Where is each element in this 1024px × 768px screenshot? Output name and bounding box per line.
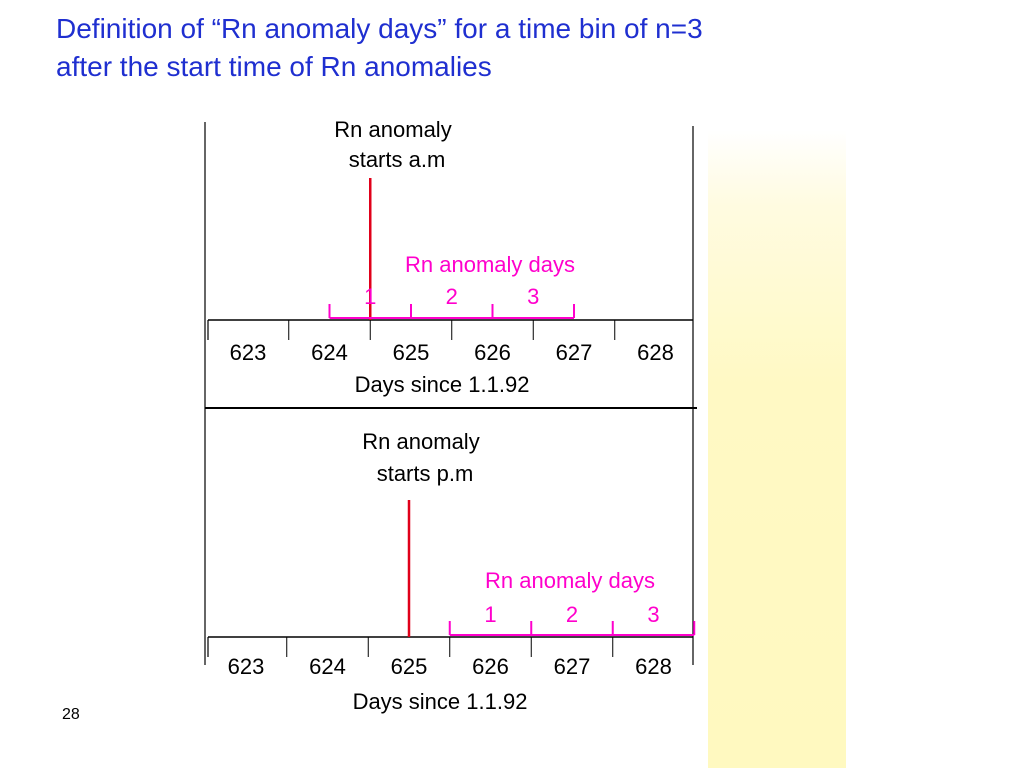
tick-label: 625 (393, 340, 430, 365)
anomaly-days-title: Rn anomaly days (485, 568, 655, 593)
slide-number: 28 (62, 706, 80, 723)
slide-title: Definition of “Rn anomaly days” for a ti… (56, 10, 956, 86)
panel-pm: Rn anomaly starts p.m Rn anomaly days Da… (207, 429, 696, 714)
anomaly-label-line-2: starts a.m (349, 147, 446, 172)
anomaly-day-number: 2 (566, 602, 578, 627)
panel-am: Rn anomaly starts a.m Rn anomaly days Da… (207, 117, 693, 397)
tick-label: 626 (474, 340, 511, 365)
anomaly-day-number: 3 (527, 284, 539, 309)
slide-title-line-1: Definition of “Rn anomaly days” for a ti… (56, 13, 703, 44)
anomaly-label-line-1: Rn anomaly (334, 117, 451, 142)
yellow-side-band (708, 130, 846, 768)
axis-title: Days since 1.1.92 (353, 689, 528, 714)
anomaly-label-line-2: starts p.m (377, 461, 474, 486)
tick-label: 624 (309, 654, 346, 679)
anomaly-days-title: Rn anomaly days (405, 252, 575, 277)
tick-label: 624 (311, 340, 348, 365)
anomaly-day-number: 2 (446, 284, 458, 309)
tick-label: 623 (228, 654, 265, 679)
slide-title-line-2: after the start time of Rn anomalies (56, 51, 492, 82)
anomaly-label-line-1: Rn anomaly (362, 429, 479, 454)
tick-label: 628 (635, 654, 672, 679)
tick-label: 626 (472, 654, 509, 679)
tick-label: 625 (391, 654, 428, 679)
axis-title: Days since 1.1.92 (355, 372, 530, 397)
anomaly-day-number: 3 (647, 602, 659, 627)
tick-label: 623 (230, 340, 267, 365)
anomaly-day-number: 1 (484, 602, 496, 627)
tick-label: 628 (637, 340, 674, 365)
tick-label: 627 (554, 654, 591, 679)
tick-label: 627 (556, 340, 593, 365)
anomaly-day-number: 1 (364, 284, 376, 309)
